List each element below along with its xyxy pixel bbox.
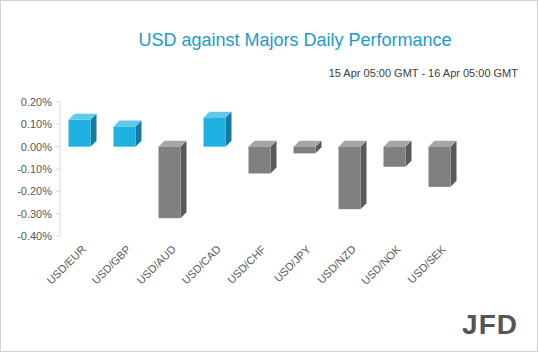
bar-side <box>361 141 367 210</box>
y-tick <box>56 169 60 170</box>
x-tick-label: USD/AUD <box>134 243 178 287</box>
y-tick-label: 0.20% <box>21 96 52 108</box>
bar-side <box>226 112 232 147</box>
y-tick-label: -0.40% <box>17 230 52 242</box>
bar-side <box>451 141 457 187</box>
x-tick-label: USD/GBP <box>89 243 132 286</box>
frame <box>1 1 538 352</box>
y-tick <box>56 102 60 103</box>
y-tick-label: 0.10% <box>21 118 52 130</box>
bar <box>339 147 361 210</box>
y-tick <box>56 213 60 214</box>
bar <box>294 147 316 154</box>
x-tick-label: USD/NOK <box>359 242 403 286</box>
bar-side <box>181 141 187 218</box>
y-tick-label: -0.30% <box>17 208 52 220</box>
bar-top <box>69 114 97 120</box>
y-tick <box>56 236 60 237</box>
bar <box>384 147 406 167</box>
y-tick-label: -0.20% <box>17 185 52 197</box>
x-tick-label: USD/SEK <box>405 242 448 285</box>
bar-top <box>384 141 412 147</box>
bar-top <box>204 112 232 118</box>
bar <box>69 120 91 147</box>
bar-top <box>114 121 142 127</box>
y-tick-label: 0.00% <box>21 141 52 153</box>
bar-top <box>249 141 277 147</box>
subtitle: 15 Apr 05:00 GMT - 16 Apr 05:00 GMT <box>329 67 519 79</box>
logo: JFD <box>462 309 518 340</box>
x-tick-label: USD/CAD <box>179 243 223 287</box>
bar <box>429 147 451 187</box>
bars <box>69 112 457 219</box>
bar-top <box>339 141 367 147</box>
y-tick <box>56 191 60 192</box>
bar-top <box>294 141 322 147</box>
bar <box>114 127 136 147</box>
bar-top <box>429 141 457 147</box>
y-tick <box>56 146 60 147</box>
bar-top <box>159 141 187 147</box>
chart: USD against Majors Daily Performance 15 A… <box>0 0 538 352</box>
bar <box>204 118 226 147</box>
bar <box>249 147 271 174</box>
x-tick-label: USD/NZD <box>315 243 358 286</box>
x-tick-label: USD/CHF <box>225 243 268 286</box>
x-tick-label: USD/JPY <box>272 242 314 284</box>
x-tick-label: USD/EUR <box>44 243 88 287</box>
title: USD against Majors Daily Performance <box>138 30 451 50</box>
bar <box>159 147 181 218</box>
y-tick <box>56 124 60 125</box>
y-tick-label: -0.10% <box>17 163 52 175</box>
